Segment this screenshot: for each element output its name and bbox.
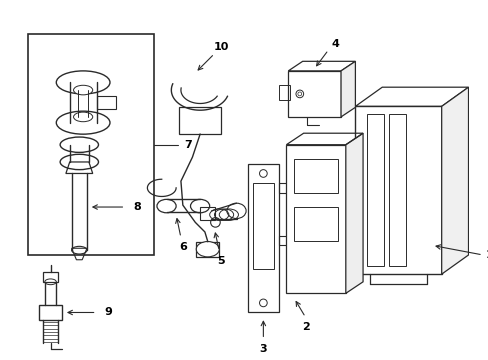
Text: 6: 6	[179, 242, 186, 252]
Bar	[355, 106, 441, 274]
Text: 3: 3	[259, 344, 266, 354]
Bar	[286, 145, 345, 293]
Text: 4: 4	[331, 39, 339, 49]
Ellipse shape	[73, 85, 93, 95]
Ellipse shape	[56, 71, 110, 94]
Text: 10: 10	[213, 42, 228, 52]
Bar	[27, 35, 154, 255]
Bar	[43, 272, 58, 282]
Bar	[388, 114, 406, 266]
Polygon shape	[441, 87, 468, 274]
Bar	[179, 107, 221, 134]
Bar	[293, 207, 338, 240]
Ellipse shape	[56, 111, 110, 134]
Bar	[288, 71, 340, 117]
Bar	[366, 114, 384, 266]
Bar	[196, 242, 219, 257]
Bar	[200, 207, 215, 220]
Ellipse shape	[60, 154, 98, 170]
Text: 5: 5	[217, 256, 224, 266]
Bar	[39, 305, 62, 320]
Ellipse shape	[60, 137, 98, 152]
Polygon shape	[345, 133, 362, 293]
Ellipse shape	[73, 112, 93, 122]
Text: 1: 1	[485, 250, 488, 260]
Bar	[278, 85, 289, 100]
Bar	[247, 164, 278, 312]
Text: 2: 2	[301, 322, 309, 332]
Text: 8: 8	[133, 202, 141, 212]
Text: 7: 7	[183, 140, 191, 150]
Bar	[293, 159, 338, 193]
Bar	[252, 183, 273, 269]
Bar	[96, 96, 116, 109]
Text: 9: 9	[104, 307, 112, 318]
Polygon shape	[340, 61, 355, 117]
Ellipse shape	[196, 242, 219, 257]
